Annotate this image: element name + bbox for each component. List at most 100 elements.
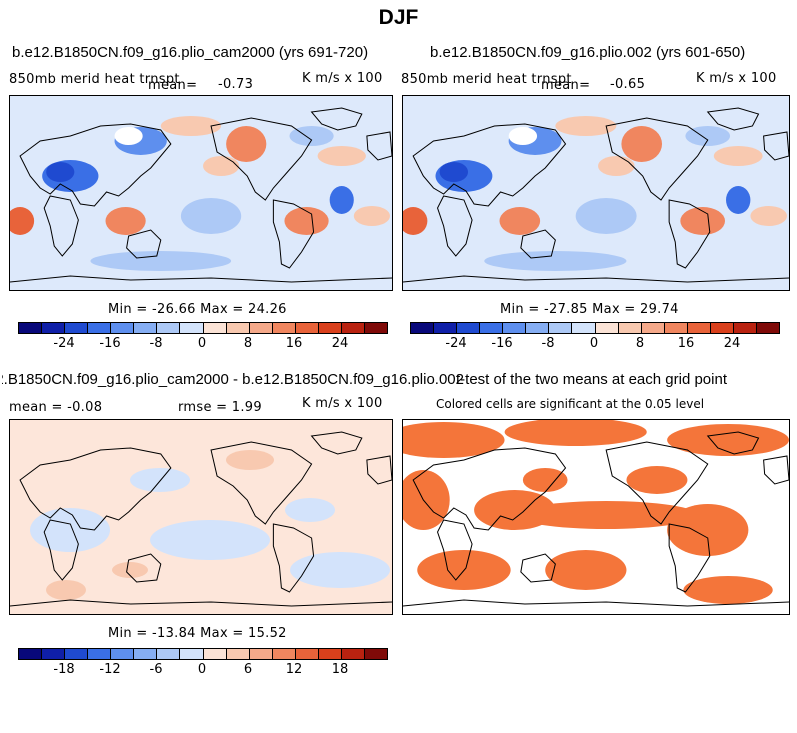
panel3-colorbar-tick-label: 12 [285, 662, 303, 677]
panel2-title: b.e12.B1850CN.f09_g16.plio.002 (yrs 601-… [430, 44, 746, 61]
significance-region [504, 420, 647, 446]
field-contour [403, 207, 428, 235]
coastline [210, 441, 313, 525]
panel1-colorbar-swatch [272, 323, 296, 333]
panel1-colorbar-swatch [180, 323, 204, 333]
coastline [366, 455, 392, 485]
coastline [19, 123, 172, 207]
coastline [310, 431, 363, 455]
field-contour [329, 186, 354, 214]
field-contour [90, 251, 232, 271]
field-contour [353, 206, 390, 226]
panel1-mean-label: mean= [148, 78, 198, 93]
panel1-colorbar-tick-label: 0 [197, 336, 207, 351]
field-contour [226, 450, 274, 470]
field-contour [160, 116, 222, 136]
panel3-title: b.e12.B1850CN.f09_g16.plio_cam2000 - b.e… [2, 371, 464, 388]
panel1-colorbar [18, 322, 388, 334]
panel1-colorbar-swatch [42, 323, 66, 333]
panel1-colorbar-swatch [88, 323, 112, 333]
panel1-colorbar-swatch [157, 323, 181, 333]
field-contour [114, 127, 143, 145]
field-contour [484, 251, 627, 271]
panel2-colorbar-tick-label: -16 [491, 336, 513, 351]
field-contour [317, 146, 366, 166]
coastline [310, 107, 363, 131]
panel2-colorbar-tick-label: 0 [589, 336, 599, 351]
panel2-colorbar-swatch [549, 323, 573, 333]
panel2-colorbar-tick-label: 8 [635, 336, 645, 351]
panel3-colorbar-tick-label: 0 [197, 662, 207, 677]
field-contour [680, 207, 726, 235]
field-contour [105, 207, 146, 235]
coastline [520, 553, 556, 583]
coastline [19, 447, 172, 531]
panel4-field [403, 420, 789, 614]
panel3-colorbar-swatch [364, 649, 387, 659]
coastline [520, 229, 556, 259]
panel2-colorbar [410, 322, 780, 334]
coastline [43, 519, 79, 581]
significance-region [514, 501, 698, 529]
field-contour [289, 126, 334, 146]
panel3-map [9, 419, 393, 615]
field-contour [226, 126, 267, 162]
panel2-colorbar-tick-label: -8 [541, 336, 555, 351]
coastline [10, 275, 392, 283]
panel2-variable-label: 850mb merid heat trnspt [401, 72, 572, 87]
field-contour [130, 468, 190, 492]
panel2-colorbar-swatch [457, 323, 481, 333]
panel2-colorbar-swatch [664, 323, 688, 333]
coastline [412, 123, 567, 207]
panel3-colorbar-swatch [111, 649, 135, 659]
panel1-colorbar-swatch [134, 323, 158, 333]
panel2-colorbar-swatch [710, 323, 734, 333]
panel1-colorbar-tick-label: 8 [243, 336, 253, 351]
panel1-colorbar-swatch [65, 323, 89, 333]
panel1-colorbar-swatch [111, 323, 135, 333]
panel2-colorbar-tick-label: 24 [723, 336, 741, 351]
panel3-stats: Min = -13.84 Max = 15.52 [108, 626, 287, 641]
panel2-colorbar-swatch [733, 323, 757, 333]
panel2-colorbar-swatch [756, 323, 779, 333]
panel1-colorbar-swatch [318, 323, 342, 333]
panel1-colorbar-swatch [249, 323, 273, 333]
field-contour [713, 146, 763, 166]
panel3-colorbar-swatch [203, 649, 227, 659]
field-contour [499, 207, 541, 235]
panel2-field [403, 96, 789, 290]
field-contour [203, 156, 240, 176]
significance-region [667, 424, 789, 456]
panel3-colorbar-tick-label: 18 [331, 662, 349, 677]
field-bottom [403, 606, 783, 614]
field-contour [621, 126, 663, 162]
panel2-colorbar-swatch [411, 323, 435, 333]
coastline [403, 275, 789, 283]
coastline [668, 523, 711, 593]
panel1-colorbar-swatch [341, 323, 365, 333]
panel3-colorbar-swatch [341, 649, 365, 659]
panel2-mean-value: -0.65 [610, 77, 646, 92]
panel3-colorbar-swatch [157, 649, 181, 659]
panel2-colorbar-swatch [434, 323, 458, 333]
field-contour [555, 116, 617, 136]
panel1-colorbar-swatch [226, 323, 250, 333]
panel3-colorbar-swatch [88, 649, 112, 659]
coastline [210, 117, 313, 201]
significance-region [626, 466, 688, 494]
coastline [706, 431, 760, 455]
figure-title: DJF [378, 6, 419, 29]
coastline [43, 195, 79, 257]
field-contour [150, 520, 270, 560]
field-contour [30, 508, 110, 552]
coastline [436, 519, 473, 581]
panel3-mean: mean = -0.08 [9, 400, 103, 415]
coastline [605, 117, 709, 201]
coastline [605, 441, 709, 525]
panel1-colorbar-tick-label: -24 [53, 336, 75, 351]
panel1-colorbar-tick-label: 24 [331, 336, 349, 351]
significance-region [683, 576, 773, 604]
field-contour [726, 186, 751, 214]
panel4-map [402, 419, 790, 615]
field-contour [112, 562, 148, 578]
